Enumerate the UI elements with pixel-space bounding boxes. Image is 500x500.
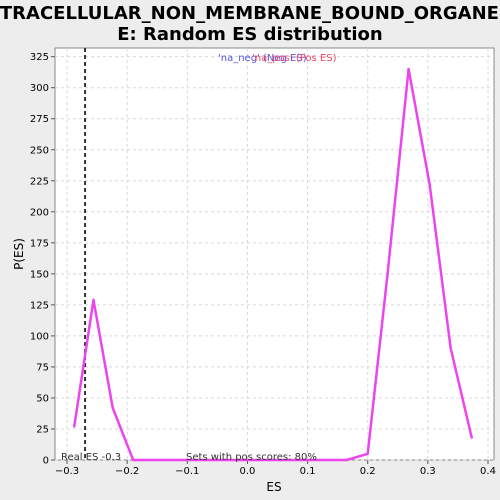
es-distribution-line xyxy=(73,67,473,462)
y-tick-label: 125 xyxy=(30,300,49,311)
y-tick-label: 200 xyxy=(30,207,49,218)
data-point xyxy=(366,452,369,455)
data-point xyxy=(279,458,282,462)
chart-title-line-2: E: Random ES distribution xyxy=(117,24,382,45)
x-tick-label: 0.0 xyxy=(239,466,255,477)
x-axis-ticks: −0.3 −0.2 −0.1 0.0 0.1 0.2 0.3 0.4 xyxy=(55,460,496,477)
y-tick-label: 0 xyxy=(43,456,49,467)
data-point xyxy=(216,458,219,462)
y-tick-label: 100 xyxy=(30,331,49,342)
legend-pos-label: 'na_pos' (Pos ES) xyxy=(252,53,337,64)
plot-area xyxy=(54,47,495,461)
data-point xyxy=(321,458,324,462)
data-points xyxy=(73,67,473,462)
y-axis-label: P(ES) xyxy=(12,238,26,270)
y-axis-ticks: 0 25 50 75 100 125 150 175 200 225 250 275 300 325 xyxy=(30,52,55,467)
data-point xyxy=(153,458,156,462)
data-point xyxy=(195,458,198,462)
data-point xyxy=(345,458,348,462)
data-point xyxy=(449,347,452,350)
chart-title-line-1: INTRACELLULAR_NON_MEMBRANE_BOUND_ORGANEL… xyxy=(0,3,500,24)
x-tick-label: 0.3 xyxy=(420,466,436,477)
y-tick-label: 250 xyxy=(30,145,49,156)
pos-scores-annotation: Sets with pos scores: 80% xyxy=(186,452,317,463)
data-point xyxy=(131,458,135,462)
data-point xyxy=(300,458,303,462)
y-tick-label: 325 xyxy=(30,52,49,63)
real-es-annotation: Real ES -0.3 xyxy=(61,452,121,463)
x-tick-label: −0.2 xyxy=(115,466,139,477)
y-tick-label: 275 xyxy=(30,114,49,125)
data-point xyxy=(407,67,410,71)
x-tick-label: 0.4 xyxy=(480,466,496,477)
data-point xyxy=(92,298,95,302)
x-tick-label: 0.2 xyxy=(360,466,376,477)
data-point xyxy=(258,458,261,462)
x-tick-label: −0.1 xyxy=(175,466,199,477)
x-tick-label: −0.3 xyxy=(55,466,79,477)
y-tick-label: 225 xyxy=(30,176,49,187)
data-point xyxy=(73,425,76,428)
data-point xyxy=(111,406,114,410)
y-tick-label: 25 xyxy=(36,424,49,435)
data-point xyxy=(470,436,473,439)
grid-layer xyxy=(55,48,494,461)
y-tick-label: 50 xyxy=(36,393,49,404)
x-tick-label: 0.1 xyxy=(300,466,316,477)
x-axis-label: ES xyxy=(266,480,281,494)
y-tick-label: 300 xyxy=(30,83,49,94)
legend-neg-label: 'na_neg' (Neg ES) xyxy=(218,53,307,64)
data-point xyxy=(428,183,431,186)
y-tick-label: 75 xyxy=(36,362,49,373)
y-tick-label: 150 xyxy=(30,269,49,280)
data-point xyxy=(174,458,177,462)
data-point xyxy=(237,458,240,462)
y-tick-label: 175 xyxy=(30,238,49,249)
data-point xyxy=(386,272,389,276)
